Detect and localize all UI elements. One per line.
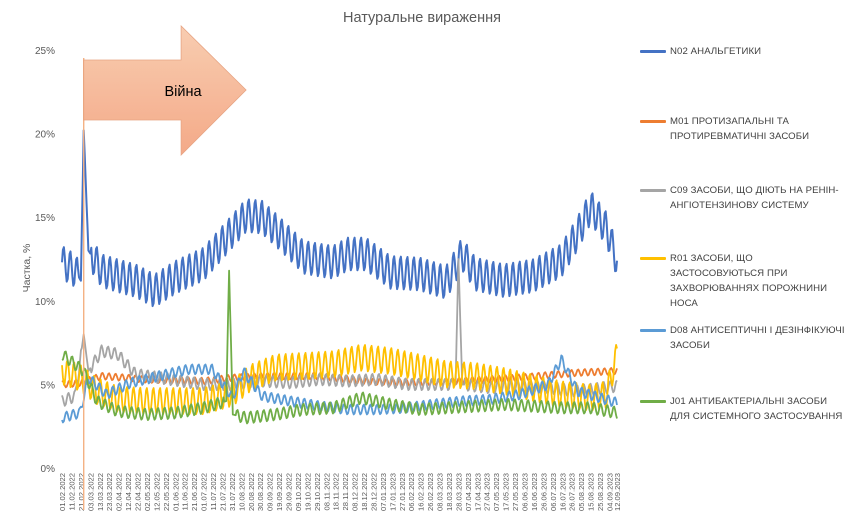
x-tick-labels: 01.02.2022 11.02.2022 21.02.2022 03.03.2022… [58,473,622,511]
x-tick-label: 11.02.2022 [67,473,76,510]
x-tick-label: 20.08.2022 [247,473,256,511]
y-tick-label: 15% [35,213,55,224]
legend-item-m01: M01 ПРОТИЗАПАЛЬНІ ТА ПРОТИРЕВМАТИЧНІ ЗАС… [640,114,845,144]
x-tick-label: 03.03.2022 [86,473,95,511]
x-tick-label: 09.09.2022 [266,473,275,511]
x-tick-label: 07.05.2023 [492,473,501,511]
x-tick-label: 29.10.2022 [313,473,322,511]
x-tick-label: 17.05.2023 [502,473,511,511]
x-tick-label: 15.08.2023 [587,473,596,511]
x-tick-label: 21.02.2022 [77,473,86,511]
legend-swatch-n02 [640,50,666,53]
x-tick-label: 16.07.2023 [558,473,567,511]
x-tick-label: 22.05.2022 [162,473,171,511]
series-lines [61,129,618,425]
x-tick-label: 18.03.2023 [445,473,454,511]
x-tick-label: 16.02.2023 [417,473,426,511]
series-line-j01 [61,269,618,425]
x-tick-label: 21.06.2022 [190,473,199,511]
x-tick-label: 18.11.2022 [332,473,341,510]
x-tick-label: 19.10.2022 [303,473,312,511]
x-tick-label: 08.12.2022 [351,473,360,511]
y-tick-labels: 0% 5% 10% 15% 20% 25% [35,46,55,475]
x-tick-label: 13.03.2022 [96,473,105,511]
x-tick-label: 12.04.2022 [124,473,133,511]
x-tick-label: 06.02.2023 [407,473,416,511]
series-line-n02 [61,129,618,308]
x-tick-label: 25.08.2023 [596,473,605,511]
x-tick-label: 28.12.2022 [370,473,379,511]
x-tick-label: 08.11.2022 [322,473,331,510]
legend-swatch-m01 [640,120,666,123]
x-tick-label: 26.06.2023 [539,473,548,511]
war-annotation: Війна [83,25,247,510]
legend-item-c09: C09 ЗАСОБИ, ЩО ДІЮТЬ НА РЕНІН-АНГІОТЕНЗИ… [640,183,845,213]
x-tick-label: 31.07.2022 [228,473,237,511]
y-axis-label: Частка, % [21,244,33,293]
x-tick-label: 01.07.2022 [200,473,209,511]
x-tick-label: 04.09.2023 [605,473,614,511]
x-tick-label: 18.12.2022 [360,473,369,511]
x-tick-label: 29.09.2022 [285,473,294,511]
x-tick-label: 11.06.2022 [181,473,190,510]
legend-swatch-d08 [640,329,666,332]
x-tick-label: 11.07.2022 [209,473,218,510]
x-tick-label: 27.01.2023 [398,473,407,511]
x-tick-label: 22.04.2022 [134,473,143,511]
legend-label-c09: C09 ЗАСОБИ, ЩО ДІЮТЬ НА РЕНІН-АНГІОТЕНЗИ… [670,185,839,211]
x-tick-label: 10.08.2022 [237,473,246,511]
legend-item-d08: D08 АНТИСЕПТИЧНІ І ДЕЗІНФІКУЮЧІ ЗАСОБИ [640,323,845,353]
legend-item-r01: R01 ЗАСОБИ, ЩО ЗАСТОСОВУЮТЬСЯ ПРИ ЗАХВОР… [640,251,845,311]
x-tick-label: 01.02.2022 [58,473,67,511]
x-tick-label: 06.06.2023 [521,473,530,511]
legend-label-d08: D08 АНТИСЕПТИЧНІ І ДЕЗІНФІКУЮЧІ ЗАСОБИ [670,325,845,351]
legend-item-n02: N02 АНАЛЬГЕТИКИ [640,44,845,59]
x-tick-label: 07.04.2023 [464,473,473,511]
x-tick-label: 02.04.2022 [115,473,124,511]
x-tick-label: 27.05.2023 [511,473,520,511]
x-tick-label: 19.09.2022 [275,473,284,511]
x-tick-label: 06.07.2023 [549,473,558,511]
x-tick-label: 23.03.2022 [105,473,114,511]
y-tick-label: 10% [35,297,55,308]
legend-item-j01: J01 АНТИБАКТЕРІАЛЬНІ ЗАСОБИ ДЛЯ СИСТЕМНО… [640,394,845,424]
legend-swatch-j01 [640,400,666,403]
chart-title: Натуральне вираження [343,10,501,26]
legend-label-j01: J01 АНТИБАКТЕРІАЛЬНІ ЗАСОБИ ДЛЯ СИСТЕМНО… [670,396,843,422]
series-line-r01 [61,343,618,416]
x-tick-label: 12.05.2022 [152,473,161,511]
x-tick-label: 26.07.2023 [568,473,577,511]
x-tick-label: 02.05.2022 [143,473,152,511]
legend-label-m01: M01 ПРОТИЗАПАЛЬНІ ТА ПРОТИРЕВМАТИЧНІ ЗАС… [670,116,810,142]
x-tick-label: 21.07.2022 [219,473,228,511]
y-tick-label: 5% [41,380,56,391]
x-tick-label: 28.03.2023 [454,473,463,511]
x-tick-label: 30.08.2022 [256,473,265,511]
x-tick-label: 27.04.2023 [483,473,492,511]
legend-label-n02: N02 АНАЛЬГЕТИКИ [670,46,762,57]
x-tick-label: 01.06.2022 [171,473,180,511]
y-tick-label: 0% [41,464,56,475]
war-label: Війна [164,84,202,100]
x-tick-label: 16.06.2023 [530,473,539,511]
x-tick-label: 08.03.2023 [436,473,445,511]
x-tick-label: 09.10.2022 [294,473,303,511]
x-tick-label: 05.08.2023 [577,473,586,511]
x-tick-label: 26.02.2023 [426,473,435,511]
legend-label-r01: R01 ЗАСОБИ, ЩО ЗАСТОСОВУЮТЬСЯ ПРИ ЗАХВОР… [670,253,828,309]
x-tick-label: 17.01.2023 [388,473,397,511]
y-tick-label: 20% [35,130,55,141]
x-tick-label: 17.04.2023 [473,473,482,511]
legend-swatch-r01 [640,257,666,260]
x-tick-label: 28.11.2022 [341,473,350,510]
war-arrow [83,25,247,156]
legend-swatch-c09 [640,189,666,192]
y-tick-label: 25% [35,46,55,57]
x-tick-label: 07.01.2023 [379,473,388,511]
x-tick-label: 12.09.2023 [613,473,622,511]
